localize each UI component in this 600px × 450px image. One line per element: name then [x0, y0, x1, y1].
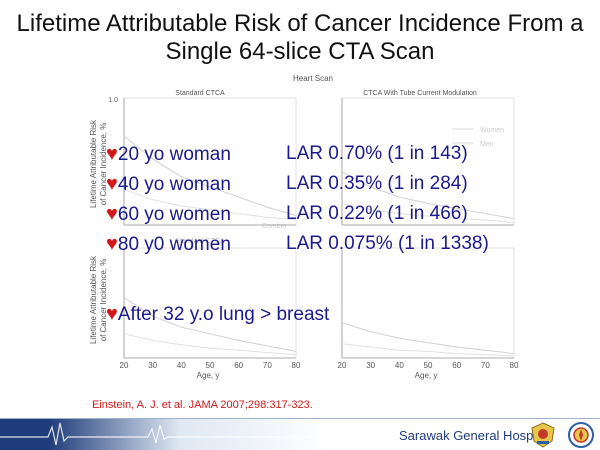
x-tick-label: 60 [452, 361, 461, 370]
heart-icon: ♥ [106, 173, 118, 195]
heart-icon: ♥ [106, 303, 118, 325]
bullet-label: After 32 y.o lung > breast [117, 304, 330, 325]
slide-title: Lifetime Attributable Risk of Cancer Inc… [0, 10, 600, 66]
bullet-label: 40 yo woman [117, 174, 231, 195]
panel-1-title: Standard CTCA [175, 90, 225, 97]
panel-1-legend: Women Men [452, 127, 504, 148]
legend-men: Men [480, 141, 494, 148]
footer-banner: Sarawak General Hospital [0, 418, 600, 450]
x-tick-label: 80 [292, 361, 301, 370]
bullet-item: ♥80 y0 women LAR 0.075% (1 in 1338) [106, 230, 489, 258]
state-crest-icon [531, 422, 555, 448]
bullet-label: 60 yo women [117, 204, 231, 225]
x-tick-label: 30 [366, 361, 375, 370]
panel-4-xlabel: Age, y [415, 371, 438, 380]
bullet-lar: LAR 0.075% (1 in 1338) [286, 233, 489, 254]
series-line-series-2 [341, 343, 515, 357]
ecg-line-icon [0, 422, 380, 446]
series-line-series-1 [123, 297, 297, 352]
series-line-men [341, 202, 515, 223]
x-tick-label: 80 [510, 361, 519, 370]
bullet-item: ♥20 yo woman LAR 0.70% (1 in 143) [106, 140, 468, 168]
x-tick-label: 60 [234, 361, 243, 370]
legend-women: Women [480, 127, 504, 134]
bullet-lar: LAR 0.22% (1 in 466) [286, 203, 468, 224]
x-tick-label: 40 [395, 361, 404, 370]
panel-1-ylabel-line2: of Cancer Incidence, % [99, 123, 108, 206]
bullet-label: 20 yo woman [117, 144, 231, 165]
x-tick-label: 20 [338, 361, 347, 370]
citation: Einstein, A. J. et al. JAMA 2007;298:317… [92, 399, 313, 411]
ministry-logo-icon [568, 422, 594, 448]
x-tick-label: 70 [481, 361, 490, 370]
x-tick-label: 30 [148, 361, 157, 370]
series-line-series-1 [341, 322, 515, 355]
panel-1-ylabel-line1: Lifetime Attributable Risk [89, 119, 98, 208]
x-tick-label: 50 [206, 361, 215, 370]
x-tick-label: 70 [263, 361, 272, 370]
bullet-item: ♥60 yo women LAR 0.22% (1 in 466) [106, 200, 468, 228]
series-line-series-2 [123, 333, 297, 356]
bullet-lar: LAR 0.35% (1 in 284) [286, 173, 468, 194]
panel-2-title: CTCA With Tube Current Modulation [363, 90, 477, 97]
panel-3-ylabel-line2: of Cancer Incidence, % [99, 259, 108, 342]
bullet-label: 80 y0 women [117, 234, 231, 255]
panel-partial-label: Combin [262, 223, 286, 230]
x-tick-label: 40 [177, 361, 186, 370]
heart-icon: ♥ [106, 203, 118, 225]
slide-title-line1: Lifetime Attributable Risk of Cancer Inc… [16, 10, 584, 37]
panel-3-title: Standard CTCA [175, 238, 225, 245]
x-tick-label: 20 [120, 361, 129, 370]
heart-icon: ♥ [106, 143, 118, 165]
y-tick-1.0: 1.0 [108, 97, 118, 104]
heart-icon: ♥ [106, 233, 118, 255]
x-tick-label: 50 [424, 361, 433, 370]
panel-3-xlabel: Age, y [197, 371, 220, 380]
panel-3-ylabel-line1: Lifetime Attributable Risk [89, 255, 98, 344]
series-line-women [341, 171, 515, 220]
series-line-women [123, 135, 297, 216]
bullet-item: ♥40 yo woman LAR 0.35% (1 in 284) [106, 170, 468, 198]
slide-title-line2: Single 64-slice CTA Scan [165, 38, 435, 65]
bullet-item: ♥After 32 y.o lung > breast [106, 300, 329, 328]
chart-figure-title: Heart Scan [293, 74, 333, 83]
hospital-name: Sarawak General Hospital [399, 428, 551, 443]
series-line-men [123, 188, 297, 221]
panel-frame [341, 247, 515, 359]
bullet-lar: LAR 0.70% (1 in 143) [286, 143, 468, 164]
